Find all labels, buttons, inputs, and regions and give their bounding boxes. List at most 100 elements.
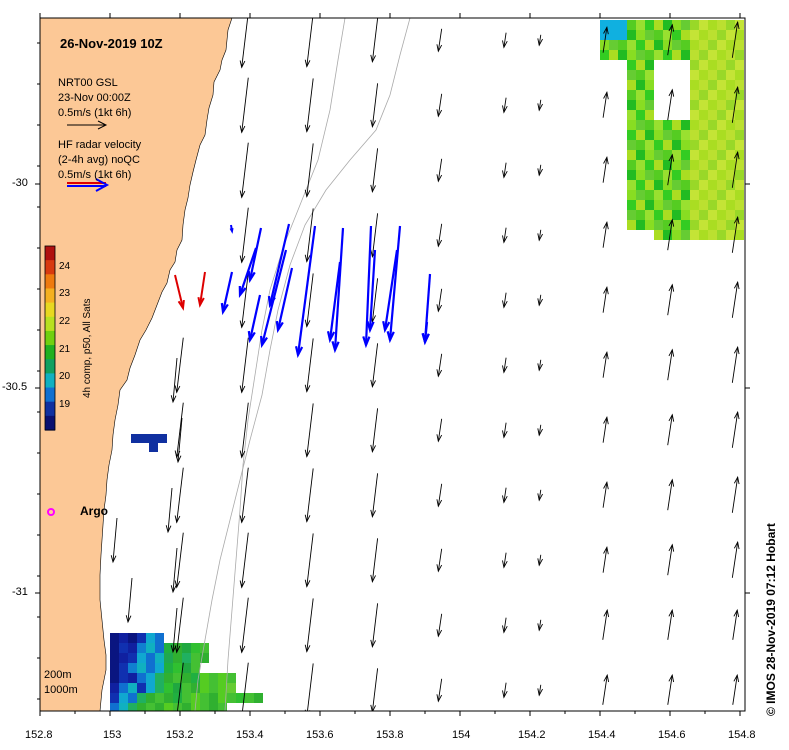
velocity-arrow-shaft <box>306 78 314 132</box>
velocity-arrow-head <box>603 156 609 165</box>
axis-ticks <box>35 13 750 716</box>
sst-tile <box>672 130 681 140</box>
sst-tile <box>663 30 672 40</box>
sst-tile <box>182 653 191 663</box>
sst-tile <box>726 160 735 170</box>
sst-tile <box>672 140 681 150</box>
velocity-arrow-head <box>239 645 246 654</box>
velocity-arrow-shaft <box>306 273 314 327</box>
sst-tile <box>699 140 708 150</box>
sst-tile <box>663 160 672 170</box>
sst-tile <box>654 120 663 130</box>
sst-tile <box>191 693 200 703</box>
sst-tile <box>146 653 155 663</box>
sst-tile <box>681 220 690 230</box>
sst-tile <box>681 140 690 150</box>
sst-tile <box>717 40 726 50</box>
velocity-arrow-head <box>170 585 177 594</box>
velocity-arrow-shaft <box>423 321 429 343</box>
velocity-arrow-shaft <box>306 468 314 522</box>
legend-model-line2: 23-Nov 00:00Z <box>58 92 131 104</box>
sst-tile <box>735 200 744 210</box>
velocity-arrow-head <box>537 493 543 502</box>
velocity-arrow-head <box>370 54 376 64</box>
sst-tile <box>636 220 645 230</box>
sst-tile <box>654 50 663 60</box>
velocity-arrow-shaft <box>388 225 402 341</box>
velocity-arrow-head <box>304 514 311 523</box>
velocity-arrow-shaft <box>667 284 673 316</box>
sst-tile <box>182 703 191 711</box>
velocity-arrow-shaft <box>667 154 673 186</box>
velocity-arrow-shaft <box>371 278 379 322</box>
velocity-arrow-shaft <box>731 282 739 318</box>
velocity-arrow-head <box>170 395 177 404</box>
sst-tile <box>645 200 654 210</box>
sst-tile <box>119 703 128 711</box>
sst-tile <box>735 100 744 110</box>
velocity-arrow-head <box>331 341 340 354</box>
sst-tile <box>717 140 726 150</box>
sst-tile <box>699 20 708 30</box>
sst-tile <box>164 653 173 663</box>
sst-tile <box>137 693 146 703</box>
sst-tile <box>735 90 744 100</box>
sst-tile <box>645 100 654 110</box>
sst-tile <box>708 140 717 150</box>
sst-tile <box>200 673 209 683</box>
sst-tile <box>119 693 128 703</box>
sst-tile <box>636 110 645 120</box>
velocity-arrow-shaft <box>503 32 507 48</box>
sst-tile <box>672 160 681 170</box>
sst-tile <box>119 633 128 643</box>
sst-tile <box>708 190 717 200</box>
velocity-arrow-shaft <box>731 217 739 253</box>
sst-tile <box>173 663 182 673</box>
velocity-arrow-head <box>436 369 443 378</box>
velocity-arrow-head <box>603 673 610 683</box>
sst-tile <box>173 703 182 711</box>
velocity-arrow-shaft <box>667 675 673 705</box>
sst-tile <box>119 653 128 663</box>
velocity-arrow-head <box>239 190 246 199</box>
sst-tile <box>726 30 735 40</box>
sst-tile <box>735 20 744 30</box>
sst-tile <box>690 20 699 30</box>
sst-tile <box>155 683 164 693</box>
velocity-arrow-shaft <box>538 489 542 501</box>
velocity-arrow-head <box>421 333 430 346</box>
velocity-arrow-head <box>174 580 181 589</box>
velocity-arrow-shaft <box>242 662 249 711</box>
sst-tile <box>672 190 681 200</box>
sst-tile <box>699 130 708 140</box>
sst-tile <box>690 190 699 200</box>
sst-tile <box>717 100 726 110</box>
velocity-arrow-head <box>603 608 610 618</box>
velocity-arrow-shaft <box>731 412 739 448</box>
sst-tile <box>164 643 173 653</box>
velocity-arrow-shaft <box>602 222 608 248</box>
sst-tile <box>618 40 627 50</box>
velocity-arrow-shaft <box>241 142 249 198</box>
velocity-arrow-shaft <box>602 482 608 508</box>
velocity-arrow-shaft <box>371 18 379 62</box>
sst-tile <box>146 693 155 703</box>
sst-tile <box>717 130 726 140</box>
colorbar-swatch <box>45 373 55 389</box>
velocity-arrow-head <box>382 320 391 334</box>
sst-tile <box>717 110 726 120</box>
sst-tile <box>654 150 663 160</box>
sst-tile <box>672 20 681 30</box>
velocity-arrow-head <box>603 416 609 425</box>
velocity-arrow-head <box>502 40 508 49</box>
velocity-arrow-head <box>733 85 740 95</box>
velocity-arrow-head <box>239 385 246 394</box>
velocity-arrow-head <box>502 235 508 244</box>
sst-tile <box>618 30 627 40</box>
sst-tile <box>672 40 681 50</box>
velocity-arrow-head <box>733 20 740 30</box>
sst-tile <box>191 683 200 693</box>
sst-tile <box>735 160 744 170</box>
sst-tile <box>717 80 726 90</box>
sst-tile <box>681 30 690 40</box>
